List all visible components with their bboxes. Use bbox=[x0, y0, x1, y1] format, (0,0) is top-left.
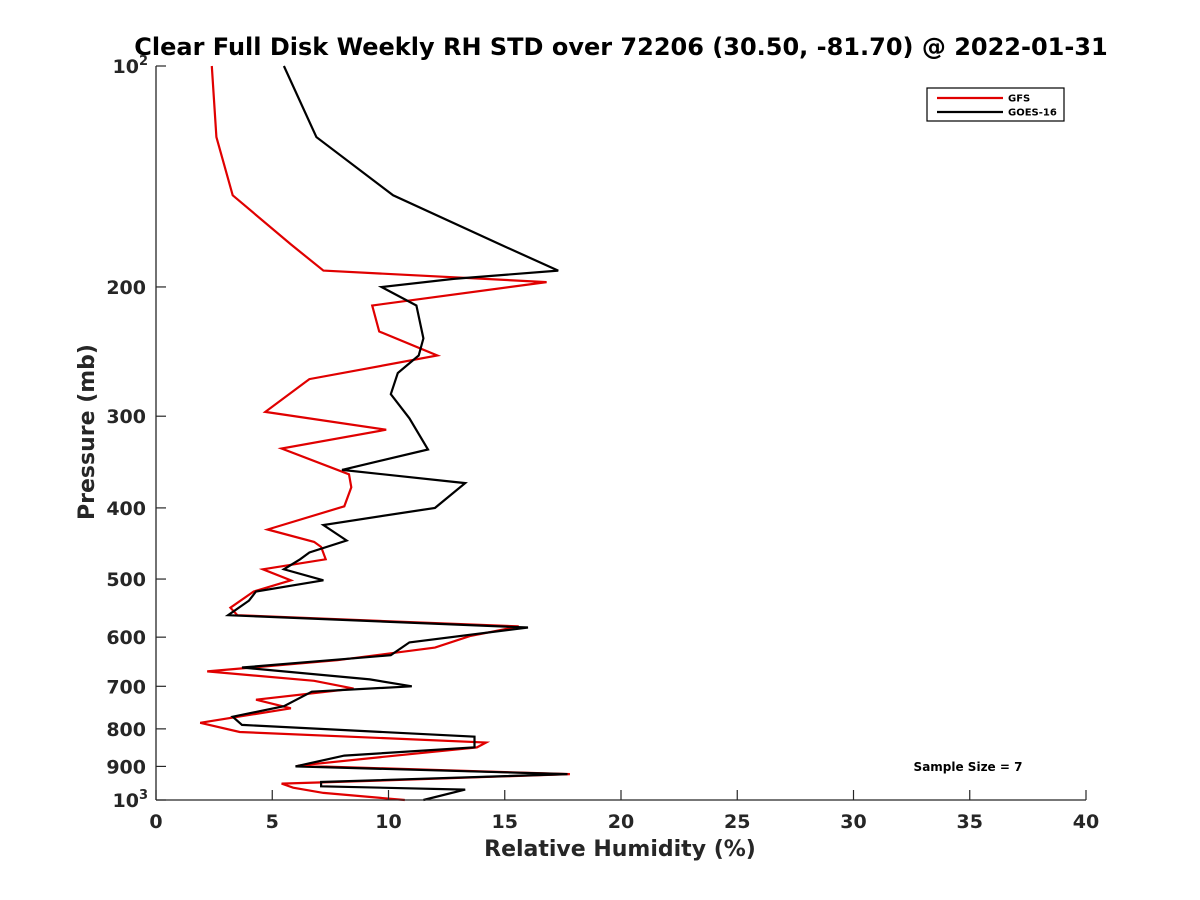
x-axis-label: Relative Humidity (%) bbox=[484, 837, 756, 862]
y-tick-label: 300 bbox=[106, 406, 146, 428]
x-tick-label: 10 bbox=[375, 811, 401, 833]
x-tick-label: 35 bbox=[957, 811, 983, 833]
y-tick-label: 800 bbox=[106, 719, 146, 741]
y-tick-label: 700 bbox=[106, 676, 146, 698]
series-layer bbox=[199, 65, 570, 802]
y-tick-label: 103 bbox=[113, 788, 149, 812]
x-tick-label: 0 bbox=[149, 811, 162, 833]
y-tick-label: 600 bbox=[106, 627, 146, 649]
x-tick-label: 15 bbox=[492, 811, 518, 833]
legend: GFS GOES-16 bbox=[926, 87, 1065, 122]
x-tick-label: 5 bbox=[266, 811, 279, 833]
sample-size-annotation: Sample Size = 7 bbox=[914, 760, 1023, 774]
x-tick-label: 25 bbox=[724, 811, 750, 833]
y-tick-label: 500 bbox=[106, 569, 146, 591]
y-tick-label: 400 bbox=[106, 498, 146, 520]
legend-label: GOES-16 bbox=[1008, 108, 1057, 119]
ticks-layer: 0 5 10 15 20 25 30 35 40 102 200 300 400 500 600 700 800… bbox=[106, 54, 1099, 833]
y-tick-label: 102 bbox=[113, 54, 149, 78]
chart-title: Clear Full Disk Weekly RH STD over 72206… bbox=[134, 33, 1107, 61]
legend-label: GFS bbox=[1008, 94, 1030, 105]
x-tick-label: 30 bbox=[840, 811, 866, 833]
series-line-goes-16 bbox=[224, 65, 568, 802]
legend-box bbox=[926, 87, 1065, 122]
x-tick-label: 20 bbox=[608, 811, 634, 833]
series-line-gfs bbox=[199, 65, 570, 802]
y-tick-label: 200 bbox=[106, 277, 146, 299]
x-tick-label: 40 bbox=[1073, 811, 1099, 833]
y-tick-label: 900 bbox=[106, 756, 146, 778]
y-axis-label: Pressure (mb) bbox=[75, 344, 100, 520]
legend-items: GFS GOES-16 bbox=[937, 94, 1057, 119]
